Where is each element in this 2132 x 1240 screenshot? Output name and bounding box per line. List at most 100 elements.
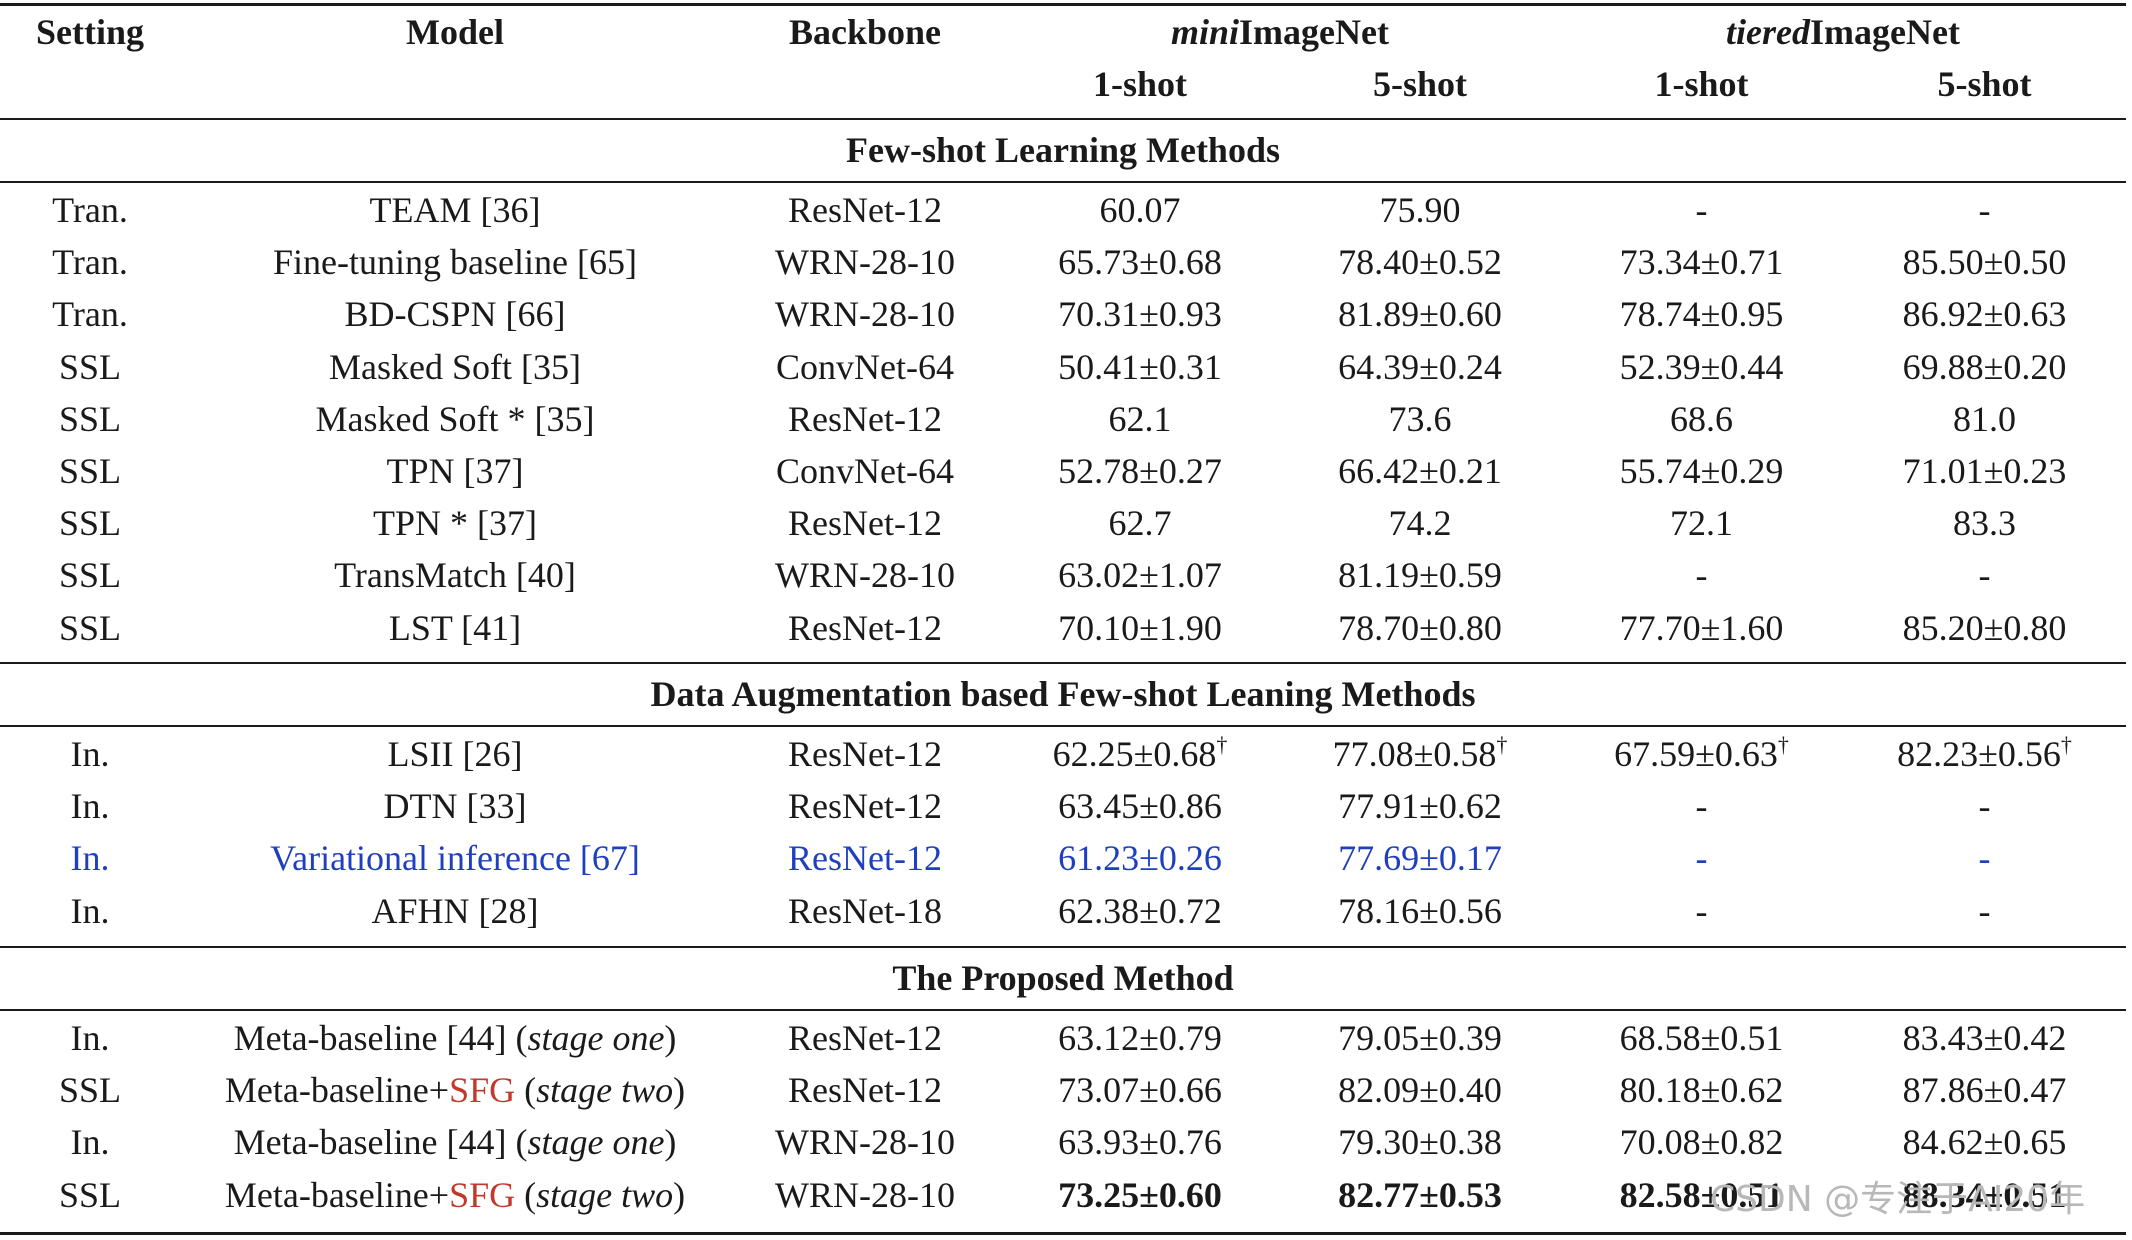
- setting-cell: SSL: [58, 347, 122, 387]
- value-cell: -: [1560, 885, 1843, 937]
- setting-cell: Tran.: [52, 294, 128, 334]
- section-title: The Proposed Method: [892, 958, 1234, 998]
- model-cell: Meta-baseline+SFG (stage two): [180, 1064, 730, 1116]
- model-text-part: LST [41]: [388, 608, 522, 648]
- setting-cell: In.: [70, 734, 110, 774]
- model-text-part: Meta-baseline+: [224, 1070, 450, 1110]
- value-text: -: [1978, 838, 1991, 878]
- value-text: 79.30±0.38: [1338, 1122, 1502, 1162]
- header-tiered-1shot: 1-shot: [1654, 64, 1749, 104]
- model-cell: Masked Soft * [35]: [180, 393, 730, 445]
- model-cell: AFHN [28]: [180, 885, 730, 937]
- dagger-mark: †: [1216, 732, 1228, 757]
- value-cell: 87.86±0.47: [1843, 1064, 2126, 1116]
- model-text-part: Variational inference [67]: [270, 838, 640, 878]
- value-cell: 69.88±0.20: [1843, 341, 2126, 393]
- value-cell: 78.70±0.80: [1280, 602, 1560, 654]
- backbone-cell: ResNet-12: [788, 608, 942, 648]
- value-cell: 88.34±0.51: [1843, 1169, 2126, 1221]
- model-cell: TPN [37]: [180, 445, 730, 497]
- model-text-part: ): [673, 1070, 686, 1110]
- value-text: 78.40±0.52: [1338, 242, 1502, 282]
- value-text: -: [1695, 891, 1708, 931]
- setting-cell: SSL: [58, 608, 122, 648]
- header-mini-5shot: 5-shot: [1372, 64, 1467, 104]
- value-cell: 79.30±0.38: [1280, 1116, 1560, 1168]
- value-text: 81.0: [1953, 399, 2016, 439]
- setting-cell: SSL: [58, 399, 122, 439]
- value-cell: 68.6: [1560, 393, 1843, 445]
- header-setting: Setting: [36, 12, 144, 52]
- value-cell: 83.43±0.42: [1843, 1012, 2126, 1064]
- value-text: 83.3: [1953, 503, 2016, 543]
- value-text: 82.77±0.53: [1338, 1175, 1502, 1215]
- value-cell: 62.38±0.72: [1000, 885, 1280, 937]
- value-text: 66.42±0.21: [1338, 451, 1502, 491]
- setting-cell: In.: [70, 891, 110, 931]
- value-text: 85.50±0.50: [1902, 242, 2067, 282]
- value-text: 62.7: [1108, 503, 1172, 543]
- section-title-rule: [0, 1009, 2126, 1011]
- value-cell: 70.10±1.90: [1000, 602, 1280, 654]
- value-text: 73.34±0.71: [1619, 242, 1784, 282]
- model-text-part: TEAM [36]: [369, 190, 541, 230]
- value-text: -: [1978, 190, 1991, 230]
- model-text-part: Fine-tuning baseline [65]: [273, 242, 637, 282]
- value-text: 85.20±0.80: [1902, 608, 2067, 648]
- value-text: 63.93±0.76: [1058, 1122, 1222, 1162]
- value-text: 81.89±0.60: [1338, 294, 1502, 334]
- value-text: 70.08±0.82: [1619, 1122, 1784, 1162]
- model-text-part: LSII [26]: [387, 734, 523, 774]
- watermark: CSDN @专注于AI20年: [1710, 1179, 2086, 1220]
- header-tieredimagenet: tieredImageNet: [1726, 12, 1960, 52]
- value-cell: 70.08±0.82: [1560, 1116, 1843, 1168]
- section-rule: [0, 662, 2126, 664]
- setting-cell: SSL: [58, 451, 122, 491]
- value-cell: -: [1560, 549, 1843, 601]
- value-text: 77.69±0.17: [1338, 838, 1502, 878]
- value-text: -: [1978, 891, 1991, 931]
- value-text: 61.23±0.26: [1058, 838, 1222, 878]
- value-cell: 73.07±0.66: [1000, 1064, 1280, 1116]
- model-text-part: Masked Soft [35]: [329, 347, 581, 387]
- backbone-cell: WRN-28-10: [775, 1175, 955, 1215]
- backbone-cell: ResNet-12: [788, 399, 942, 439]
- value-cell: 55.74±0.29: [1560, 445, 1843, 497]
- model-text-part: ): [664, 1018, 677, 1058]
- value-cell: 63.02±1.07: [1000, 549, 1280, 601]
- model-cell: Meta-baseline [44] (stage one): [180, 1012, 730, 1064]
- value-cell: 65.73±0.68: [1000, 236, 1280, 288]
- setting-cell: In.: [70, 838, 110, 878]
- value-text: 55.74±0.29: [1619, 451, 1784, 491]
- value-cell: 62.25±0.68†: [1000, 728, 1280, 780]
- value-text: 87.86±0.47: [1902, 1070, 2067, 1110]
- value-text: 52.78±0.27: [1058, 451, 1222, 491]
- value-cell: -: [1560, 832, 1843, 884]
- value-text: 82.58±0.51: [1619, 1175, 1784, 1215]
- value-text: 62.1: [1108, 399, 1172, 439]
- value-cell: 73.34±0.71: [1560, 236, 1843, 288]
- backbone-cell: ResNet-12: [788, 190, 942, 230]
- value-cell: 62.7: [1000, 497, 1280, 549]
- header-miniimagenet: miniImageNet: [1171, 12, 1389, 52]
- backbone-cell: WRN-28-10: [775, 555, 955, 595]
- model-text-part: ): [664, 1122, 677, 1162]
- backbone-cell: ResNet-12: [788, 838, 942, 878]
- section-title: Data Augmentation based Few-shot Leaning…: [650, 674, 1476, 714]
- setting-cell: SSL: [58, 503, 122, 543]
- value-cell: 81.89±0.60: [1280, 288, 1560, 340]
- value-cell: 78.40±0.52: [1280, 236, 1560, 288]
- bottom-rule: [0, 1232, 2126, 1235]
- model-text-part: Meta-baseline+: [224, 1175, 450, 1215]
- model-text-part: TPN [37]: [386, 451, 524, 491]
- value-text: 88.34±0.51: [1902, 1175, 2067, 1215]
- section-title-rule: [0, 725, 2126, 727]
- value-cell: 81.0: [1843, 393, 2126, 445]
- backbone-cell: WRN-28-10: [775, 242, 955, 282]
- model-cell: LSII [26]: [180, 728, 730, 780]
- backbone-cell: ResNet-18: [788, 891, 942, 931]
- model-cell: Meta-baseline [44] (stage one): [180, 1116, 730, 1168]
- backbone-cell: ResNet-12: [788, 786, 942, 826]
- header-tiered-5shot: 5-shot: [1937, 64, 2032, 104]
- value-cell: -: [1560, 780, 1843, 832]
